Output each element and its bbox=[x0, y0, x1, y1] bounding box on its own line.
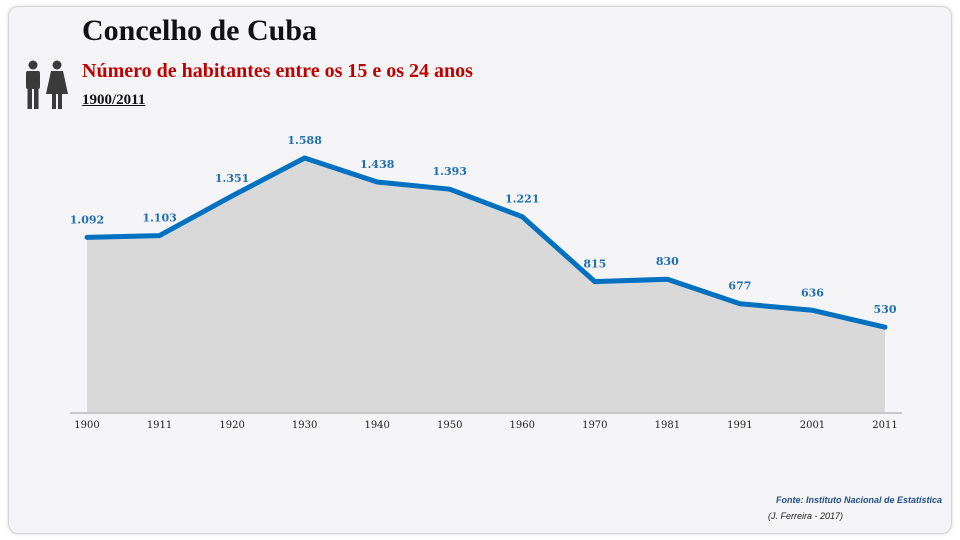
data-label: 1.221 bbox=[505, 193, 539, 206]
data-point bbox=[375, 180, 379, 184]
area-fill bbox=[87, 158, 885, 412]
data-label: 815 bbox=[583, 258, 606, 271]
data-label: 1.103 bbox=[142, 212, 176, 225]
data-point bbox=[85, 235, 89, 239]
data-label: 1.092 bbox=[70, 213, 104, 226]
series-line bbox=[84, 155, 888, 330]
data-point bbox=[230, 194, 234, 198]
x-tick-label: 2011 bbox=[872, 420, 897, 431]
people-icon bbox=[26, 60, 68, 109]
data-point bbox=[520, 215, 524, 219]
chart-title: Concelho de Cuba bbox=[82, 14, 318, 47]
x-tick-label: 1930 bbox=[292, 420, 317, 431]
x-tick-label: 1960 bbox=[510, 420, 535, 431]
data-label: 530 bbox=[874, 303, 897, 316]
data-point bbox=[303, 156, 307, 160]
chart-subtitle: Número de habitantes entre os 15 e os 24… bbox=[82, 60, 473, 82]
data-label: 677 bbox=[728, 280, 751, 293]
data-point bbox=[665, 277, 669, 281]
data-point bbox=[593, 280, 597, 284]
data-point bbox=[883, 325, 887, 329]
data-label: 1.588 bbox=[287, 134, 322, 147]
data-label: 636 bbox=[801, 286, 824, 299]
x-tick-label: 1950 bbox=[437, 420, 462, 431]
x-tick-label: 1920 bbox=[219, 420, 244, 431]
data-label: 830 bbox=[656, 255, 679, 268]
chart-period: 1900/2011 bbox=[82, 92, 146, 108]
data-label: 1.438 bbox=[360, 158, 395, 171]
x-tick-label: 1900 bbox=[74, 420, 99, 431]
data-point bbox=[448, 187, 452, 191]
source-note: Fonte: Instituto Nacional de Estatística bbox=[775, 495, 942, 505]
x-tick-label: 1940 bbox=[364, 420, 389, 431]
x-tick-label: 1911 bbox=[147, 420, 172, 431]
data-point bbox=[738, 302, 742, 306]
data-point bbox=[810, 308, 814, 312]
x-tick-label: 1991 bbox=[727, 420, 752, 431]
x-tick-label: 1970 bbox=[582, 420, 607, 431]
data-label: 1.393 bbox=[433, 165, 467, 178]
x-tick-label: 1981 bbox=[655, 420, 680, 431]
x-tick-label: 2001 bbox=[800, 420, 825, 431]
data-point bbox=[158, 234, 162, 238]
data-label: 1.351 bbox=[215, 172, 249, 185]
author-note: (J. Ferreira - 2017) bbox=[768, 511, 844, 521]
